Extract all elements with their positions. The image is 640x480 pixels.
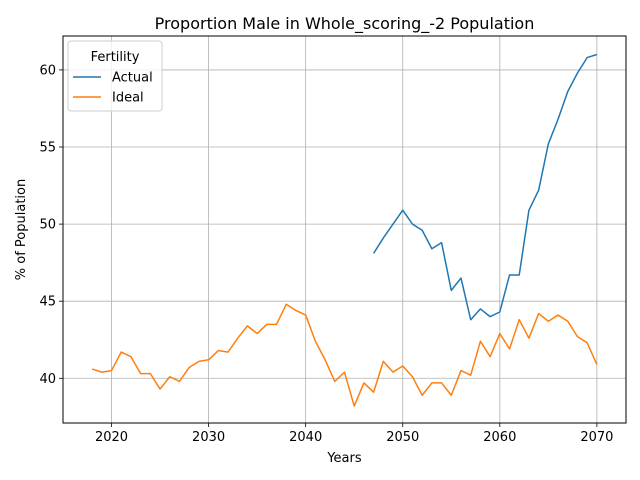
x-tick-label: 2050 [386, 430, 419, 445]
legend-title: Fertility [91, 50, 140, 65]
legend-entries: Actual Ideal [73, 71, 153, 106]
chart-title: Proportion Male in Whole_scoring_-2 Popu… [155, 14, 535, 34]
x-tick-label: 2030 [192, 430, 225, 445]
x-axis: 2020 2030 2040 2050 2060 2070 [95, 423, 613, 445]
x-tick-label: 2070 [580, 430, 613, 445]
legend: Fertility Actual Ideal [67, 40, 163, 112]
series-line-actual [372, 53, 598, 321]
y-axis-label: % of Population [14, 179, 29, 280]
y-tick-label: 60 [39, 63, 56, 78]
x-tick-label: 2060 [483, 430, 516, 445]
legend-label-actual: Actual [112, 71, 153, 86]
legend-label-ideal: Ideal [112, 91, 144, 106]
y-tick-label: 55 [39, 141, 56, 156]
y-tick-label: 45 [39, 295, 56, 310]
series-line-ideal [91, 303, 598, 407]
y-tick-label: 40 [39, 372, 56, 387]
x-axis-label: Years [326, 451, 362, 466]
y-tick-label: 50 [39, 218, 56, 233]
series-lines [91, 53, 598, 407]
axes-frame [62, 35, 627, 424]
legend-box [67, 40, 163, 112]
x-tick-label: 2020 [95, 430, 128, 445]
grid [63, 36, 626, 423]
x-tick-label: 2040 [289, 430, 322, 445]
y-axis: 40 45 50 55 60 [39, 63, 63, 387]
